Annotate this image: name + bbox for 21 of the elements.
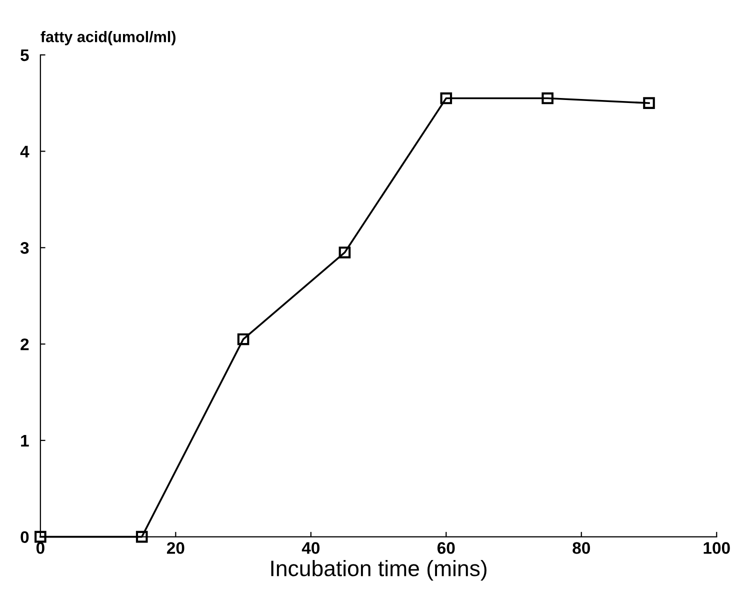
y-tick-label: 0 [20, 531, 29, 544]
x-tick-label: 40 [302, 542, 320, 554]
point [542, 92, 554, 104]
x-tick-label: 100 [704, 542, 730, 554]
y-tick-label: 3 [20, 242, 29, 254]
point [136, 530, 148, 543]
y-tick-label: 4 [20, 146, 30, 158]
y-axis-title: fatty acid(umol/ml) [40, 31, 176, 46]
y-tick-label: 5 [20, 49, 29, 62]
y-tick-label: 2 [20, 338, 29, 350]
x-axis-title: Incubation time (mins) [271, 560, 486, 581]
point [34, 530, 46, 543]
x-tick-label: 20 [166, 542, 184, 554]
point [440, 92, 452, 104]
y-tick-label: 1 [21, 434, 29, 446]
point [643, 97, 655, 109]
x-tick-label: 80 [572, 542, 590, 554]
x-tick-label: 0 [36, 542, 44, 554]
point [338, 246, 351, 258]
x-tick-label: 60 [437, 542, 455, 554]
point [237, 333, 250, 346]
